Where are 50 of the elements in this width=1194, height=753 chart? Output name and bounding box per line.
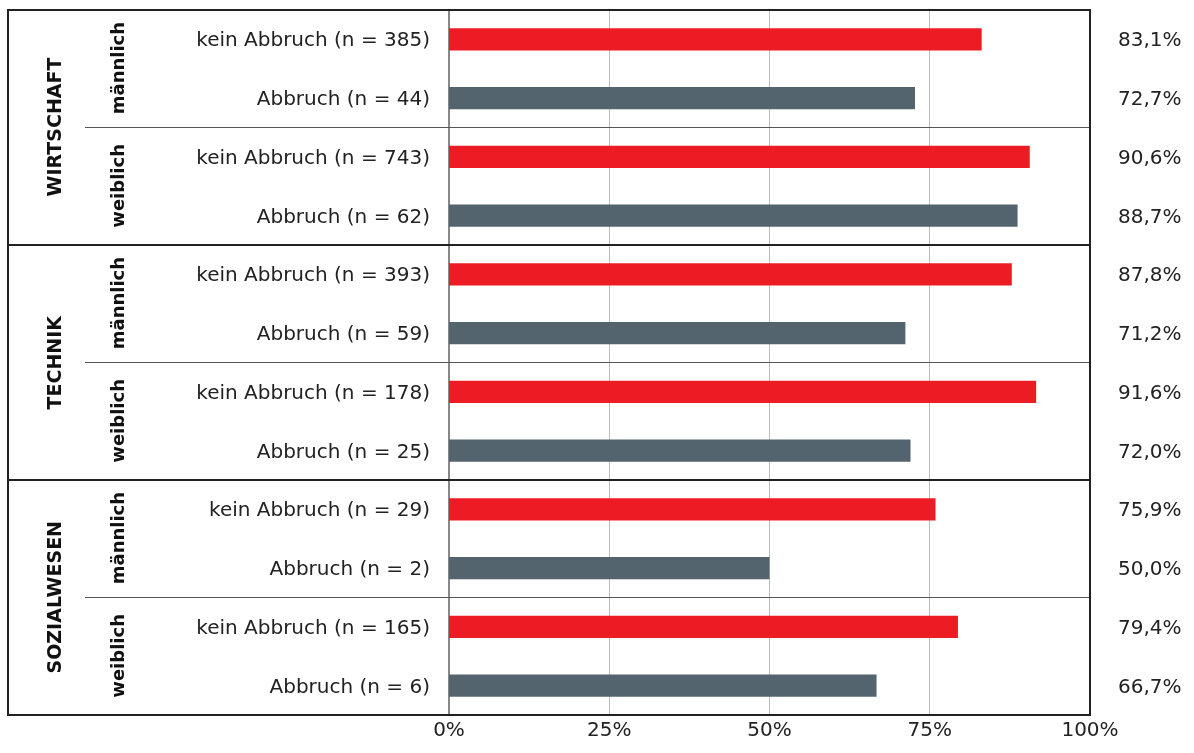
data-label: 91,6% [1118,380,1182,404]
bar [449,439,911,462]
y-tick-label: kein Abbruch (n = 743) [196,144,430,169]
bar [449,380,1037,404]
data-label: 72,0% [1118,439,1182,463]
bar [449,263,1012,286]
bar [449,204,1018,227]
bar [449,498,936,521]
y-tick-label: kein Abbruch (n = 393) [196,262,430,287]
bar [449,321,906,345]
data-label: 71,2% [1118,321,1182,345]
y-tick-label: kein Abbruch (n = 29) [209,497,430,522]
bar [449,28,982,51]
bar [449,145,1030,169]
bar [449,556,770,580]
text: weiblich [107,379,129,463]
x-tick-label: 25% [587,717,632,741]
y-tick-label: Abbruch (n = 44) [256,86,430,111]
bar [449,674,877,697]
data-label: 79,4% [1118,615,1182,639]
y-tick-label: kein Abbruch (n = 178) [196,379,430,404]
y-tick-label: kein Abbruch (n = 385) [196,27,430,52]
text: männlich [106,256,128,350]
y-tick-label: Abbruch (n = 62) [256,203,430,228]
y-tick-label: Abbruch (n = 6) [269,673,430,698]
y-tick-label: Abbruch (n = 25) [256,438,430,463]
y-tick-label: Abbruch (n = 59) [256,321,430,346]
text: TECHNIK [42,314,65,410]
x-tick-label: 50% [747,717,792,741]
data-label: 87,8% [1118,262,1182,286]
text: männlich [106,21,128,115]
text: männlich [106,491,128,585]
data-label: 88,7% [1118,204,1182,228]
data-label: 50,0% [1118,556,1182,580]
data-label: 83,1% [1118,27,1182,51]
x-tick-label: 100% [1061,717,1119,741]
y-tick-label: Abbruch (n = 2) [269,556,430,581]
y-tick-label: kein Abbruch (n = 165) [196,614,430,639]
data-label: 66,7% [1118,674,1182,698]
text: WIRTSCHAFT [42,57,65,197]
bar [449,615,958,639]
text: weiblich [107,614,129,698]
data-label: 72,7% [1118,86,1182,110]
bar [449,86,916,110]
data-label: 90,6% [1118,145,1182,169]
x-tick-label: 0% [433,717,465,741]
text: weiblich [107,144,129,228]
text: SOZIALWESEN [42,520,65,674]
data-label: 75,9% [1118,497,1182,521]
x-tick-label: 75% [907,717,952,741]
